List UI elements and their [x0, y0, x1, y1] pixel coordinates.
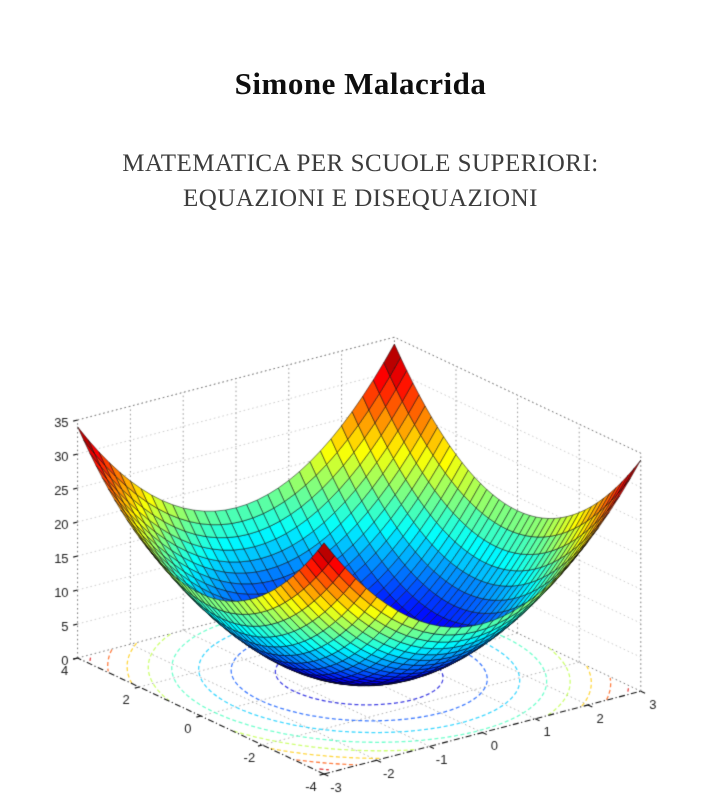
book-title: MATEMATICA PER SCUOLE SUPERIORI: EQUAZIO… [0, 146, 721, 216]
author-name: Simone Malacrida [234, 66, 487, 101]
book-title-line2: EQUAZIONI E DISEQUAZIONI [183, 185, 538, 212]
book-title-line1: MATEMATICA PER SCUOLE SUPERIORI: [122, 150, 599, 177]
